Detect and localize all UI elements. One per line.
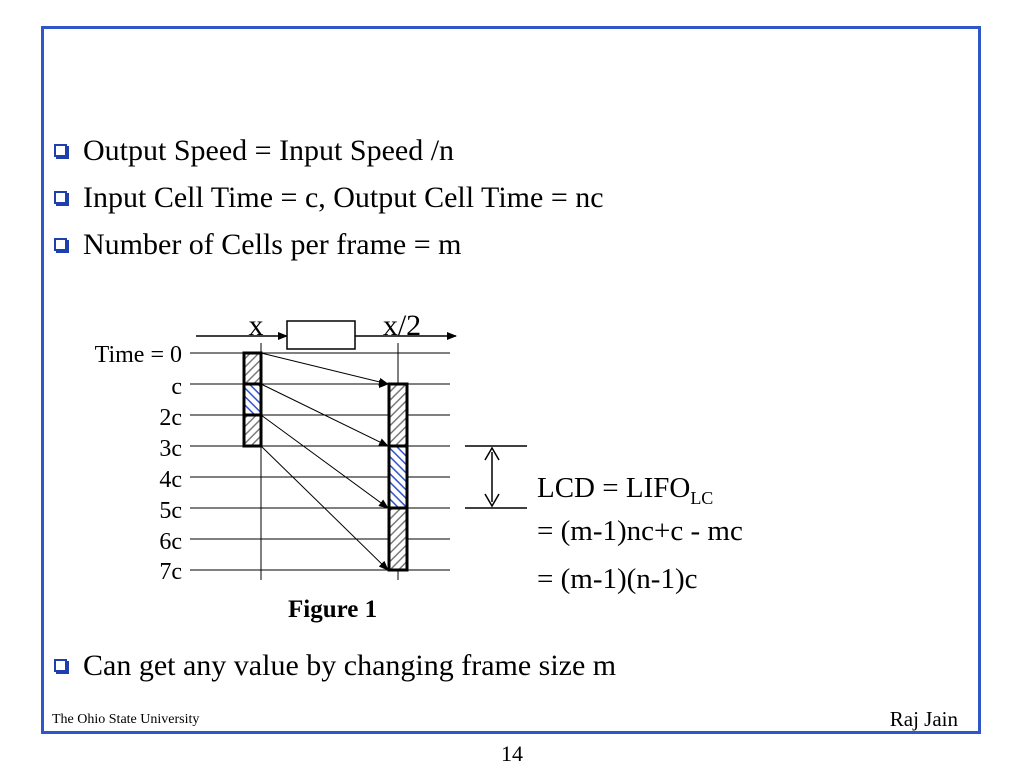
bullet-cell-time: Input Cell Time = c, Output Cell Time = … — [54, 181, 604, 215]
time-labels: Time = 0 c 2c 3c 4c 5c 6c 7c — [95, 342, 182, 585]
output-cells — [387, 382, 409, 572]
bullet-text: Number of Cells per frame = m — [83, 228, 462, 261]
slide-frame — [41, 26, 981, 734]
time-label-2: 2c — [159, 405, 182, 431]
input-cell-3 — [242, 413, 263, 448]
delay-bracket — [465, 445, 527, 509]
input-cells — [242, 351, 263, 448]
input-cell-1 — [242, 351, 263, 386]
bullet-text: Input Cell Time = c, Output Cell Time = … — [83, 181, 604, 214]
output-cell-3 — [387, 506, 409, 572]
mapping-arrow — [260, 414, 389, 509]
output-cell-1 — [387, 382, 409, 448]
bullet-box-icon — [54, 191, 67, 204]
bullet-box-icon — [54, 659, 67, 672]
mapping-arrow — [260, 383, 389, 447]
input-speed-label: x — [249, 309, 264, 342]
bullet-cells-per-frame: Number of Cells per frame = m — [54, 228, 461, 262]
figure-caption: Figure 1 — [288, 596, 378, 623]
time-label-6: 6c — [159, 529, 182, 555]
time-label-3: 3c — [159, 436, 182, 462]
lcd-equation-subscript: LC — [690, 487, 714, 508]
lcd-equation-line1: LCD = LIFOLC — [537, 471, 713, 515]
footer-institution: The Ohio State University — [52, 712, 200, 727]
bullet-box-icon — [54, 144, 67, 157]
bracket-arrow-down-icon — [484, 493, 500, 508]
footer-author: Raj Jain — [889, 707, 958, 731]
lcd-equation-line3: = (m-1)(n-1)c — [537, 563, 698, 595]
time-label-5: 5c — [159, 498, 182, 524]
bullet-box-icon — [54, 238, 67, 251]
mapping-arrow — [260, 445, 389, 571]
page-number: 14 — [501, 741, 523, 766]
cell-mapping-arrows — [260, 352, 389, 571]
time-gridlines — [190, 352, 450, 571]
output-cell-2-highlighted — [387, 444, 409, 510]
bullet-text: Can get any value by changing frame size… — [83, 649, 617, 682]
mapping-arrow — [260, 352, 389, 386]
input-cell-2-highlighted — [242, 382, 263, 417]
time-label-7: 7c — [159, 559, 182, 585]
bullet-text: Output Speed = Input Speed /n — [83, 134, 455, 167]
time-label-1: c — [171, 374, 182, 400]
lcd-equation-main: LCD = LIFO — [537, 472, 691, 504]
lcd-equation-line2: = (m-1)nc+c - mc — [537, 515, 743, 547]
bracket-arrow-up-icon — [484, 446, 500, 461]
output-speed-label: x/2 — [383, 309, 421, 342]
bullet-frame-size: Can get any value by changing frame size… — [54, 649, 616, 683]
switch-box — [286, 320, 356, 350]
time-label-4: 4c — [159, 467, 182, 493]
bullet-output-speed: Output Speed = Input Speed /n — [54, 134, 454, 168]
time-label-0: Time = 0 — [95, 342, 182, 368]
